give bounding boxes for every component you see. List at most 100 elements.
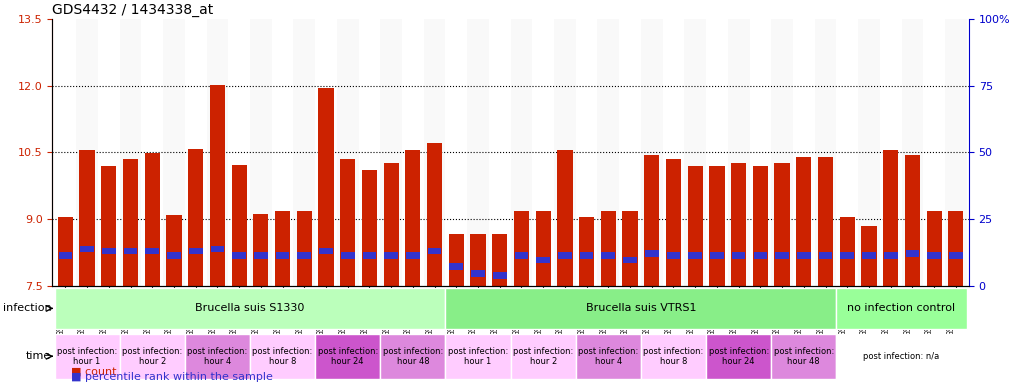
Text: post infection:
hour 24: post infection: hour 24	[708, 346, 769, 366]
Bar	[558, 252, 571, 259]
Bar	[80, 245, 94, 252]
Bar	[536, 257, 550, 263]
FancyBboxPatch shape	[315, 334, 380, 379]
Bar	[861, 225, 876, 286]
Bar	[102, 248, 115, 255]
Bar	[146, 248, 159, 255]
Bar	[771, 19, 793, 286]
Bar	[188, 248, 203, 255]
Bar	[797, 252, 810, 259]
Bar	[731, 252, 746, 259]
Bar	[862, 252, 876, 259]
Text: ■ count: ■ count	[71, 366, 116, 376]
Bar	[188, 149, 204, 286]
Bar	[775, 164, 790, 286]
Bar	[298, 252, 311, 259]
Bar	[384, 252, 398, 259]
Bar	[210, 85, 225, 286]
Bar	[644, 155, 659, 286]
Bar	[319, 248, 333, 255]
Bar	[120, 19, 142, 286]
Bar	[688, 166, 703, 286]
Bar	[557, 150, 572, 286]
Bar	[340, 159, 356, 286]
Text: time: time	[26, 351, 52, 361]
Bar	[536, 211, 551, 286]
Text: post infection:
hour 48: post infection: hour 48	[774, 346, 834, 366]
Bar	[883, 150, 899, 286]
Bar	[232, 165, 247, 286]
Bar	[667, 252, 681, 259]
Bar	[254, 252, 267, 259]
Bar	[380, 19, 402, 286]
Bar	[579, 217, 595, 286]
Bar	[145, 153, 160, 286]
FancyBboxPatch shape	[446, 334, 511, 379]
Bar	[754, 252, 767, 259]
Bar	[511, 19, 532, 286]
Bar	[602, 252, 615, 259]
Bar	[841, 252, 854, 259]
Bar	[641, 19, 663, 286]
Bar	[450, 263, 463, 270]
FancyBboxPatch shape	[837, 288, 966, 329]
Bar	[927, 252, 941, 259]
Bar	[362, 170, 377, 286]
Bar	[124, 248, 138, 255]
FancyBboxPatch shape	[706, 334, 771, 379]
Bar	[927, 211, 942, 286]
Bar	[207, 19, 228, 286]
Bar	[253, 215, 268, 286]
Bar	[211, 245, 224, 252]
Text: infection: infection	[3, 303, 52, 313]
Bar	[840, 217, 855, 286]
Bar	[123, 159, 138, 286]
Bar	[59, 252, 72, 259]
Text: post infection:
hour 4: post infection: hour 4	[187, 346, 247, 366]
Bar	[727, 19, 750, 286]
Text: post infection:
hour 1: post infection: hour 1	[57, 346, 118, 366]
Bar	[406, 252, 419, 259]
FancyBboxPatch shape	[184, 334, 250, 379]
Bar	[58, 217, 73, 286]
Text: post infection:
hour 8: post infection: hour 8	[643, 346, 704, 366]
Bar	[318, 88, 333, 286]
Bar	[493, 272, 506, 279]
Bar	[470, 235, 485, 286]
Text: post infection: n/a: post infection: n/a	[863, 352, 940, 361]
FancyBboxPatch shape	[771, 334, 837, 379]
Bar	[685, 19, 706, 286]
Bar	[819, 252, 833, 259]
Bar	[297, 211, 312, 286]
Text: post infection:
hour 24: post infection: hour 24	[318, 346, 378, 366]
Bar	[906, 250, 919, 257]
Bar	[948, 211, 963, 286]
Bar	[101, 166, 116, 286]
Bar	[731, 164, 747, 286]
Bar	[384, 164, 399, 286]
Bar	[689, 252, 702, 259]
Bar	[515, 252, 529, 259]
Text: post infection:
hour 8: post infection: hour 8	[252, 346, 313, 366]
Bar	[449, 235, 464, 286]
FancyBboxPatch shape	[837, 334, 966, 379]
Bar	[337, 19, 359, 286]
Bar	[471, 270, 485, 276]
Bar	[858, 19, 880, 286]
Bar	[817, 157, 833, 286]
Bar	[645, 250, 658, 257]
FancyBboxPatch shape	[446, 288, 837, 329]
Bar	[405, 150, 420, 286]
FancyBboxPatch shape	[641, 334, 706, 379]
Bar	[601, 211, 616, 286]
Bar	[814, 19, 837, 286]
Bar	[167, 252, 180, 259]
Bar	[250, 19, 271, 286]
Text: post infection:
hour 2: post infection: hour 2	[123, 346, 182, 366]
FancyBboxPatch shape	[380, 334, 446, 379]
Bar	[949, 252, 962, 259]
Bar	[753, 166, 768, 286]
Bar	[427, 144, 443, 286]
Bar	[623, 257, 637, 263]
Bar	[76, 19, 98, 286]
